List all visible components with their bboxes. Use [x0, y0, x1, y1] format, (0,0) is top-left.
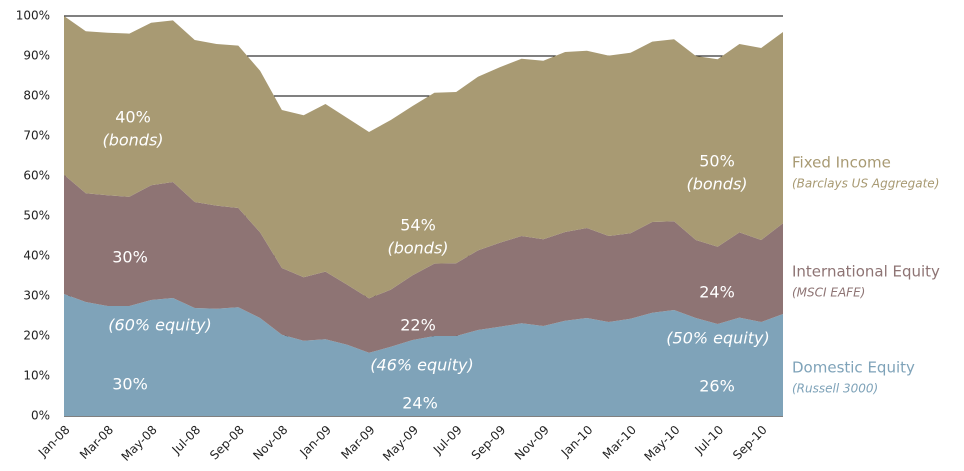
x-tick-label: Sep-10: [730, 423, 770, 463]
annotation: 24%: [402, 394, 438, 413]
x-tick-label: Nov-08: [250, 423, 290, 463]
y-tick-label: 60%: [23, 169, 50, 183]
y-tick-label: 20%: [23, 329, 50, 343]
y-tick-label: 30%: [23, 289, 50, 303]
annotation: (bonds): [102, 131, 163, 150]
annotation: 24%: [699, 283, 735, 302]
legend-index: (Russell 3000): [792, 382, 878, 396]
x-tick-label: May-09: [380, 423, 421, 464]
y-tick-label: 90%: [23, 49, 50, 63]
annotation: (bonds): [686, 175, 747, 194]
annotation: 22%: [400, 316, 436, 335]
y-tick-label: 0%: [31, 409, 50, 423]
legend-index: (MSCI EAFE): [792, 286, 865, 300]
annotation: 50%: [699, 152, 735, 171]
y-tick-label: 50%: [23, 209, 50, 223]
y-tick-label: 100%: [16, 9, 50, 23]
x-tick-label: Mar-09: [338, 423, 377, 462]
annotation: (bonds): [387, 239, 448, 258]
x-tick-label: Jul-10: [692, 423, 727, 458]
annotation: (50% equity): [666, 329, 769, 348]
x-tick-label: Jan-10: [558, 423, 596, 461]
x-tick-label: Jul-09: [430, 423, 465, 458]
x-tick-label: Sep-09: [469, 423, 509, 463]
x-tick-label: Jan-09: [296, 423, 334, 461]
x-tick-label: May-08: [119, 423, 160, 464]
annotation: 54%: [400, 216, 436, 235]
x-tick-label: Mar-08: [77, 423, 116, 462]
y-tick-label: 10%: [23, 369, 50, 383]
annotation: 30%: [112, 248, 148, 267]
x-tick-label: Nov-09: [512, 423, 552, 463]
x-tick-label: May-10: [642, 423, 683, 464]
legend-label: International Equity: [792, 263, 940, 281]
annotation: 30%: [112, 375, 148, 394]
y-tick-label: 40%: [23, 249, 50, 263]
area: [64, 174, 783, 353]
y-tick-label: 80%: [23, 89, 50, 103]
area: [64, 294, 783, 416]
legend-label: Fixed Income: [792, 154, 891, 172]
x-tick-label: Mar-10: [600, 423, 639, 462]
x-tick-label: Jan-08: [35, 423, 73, 461]
y-tick-label: 70%: [23, 129, 50, 143]
x-tick-label: Jul-08: [169, 423, 204, 458]
annotation: 40%: [115, 108, 151, 127]
annotation: 26%: [699, 377, 735, 396]
x-tick-label: Sep-08: [207, 423, 247, 463]
area: [64, 16, 783, 299]
legend-label: Domestic Equity: [792, 359, 915, 377]
annotation: (46% equity): [370, 356, 473, 375]
annotation: (60% equity): [108, 316, 211, 335]
legend-index: (Barclays US Aggregate): [792, 177, 939, 191]
